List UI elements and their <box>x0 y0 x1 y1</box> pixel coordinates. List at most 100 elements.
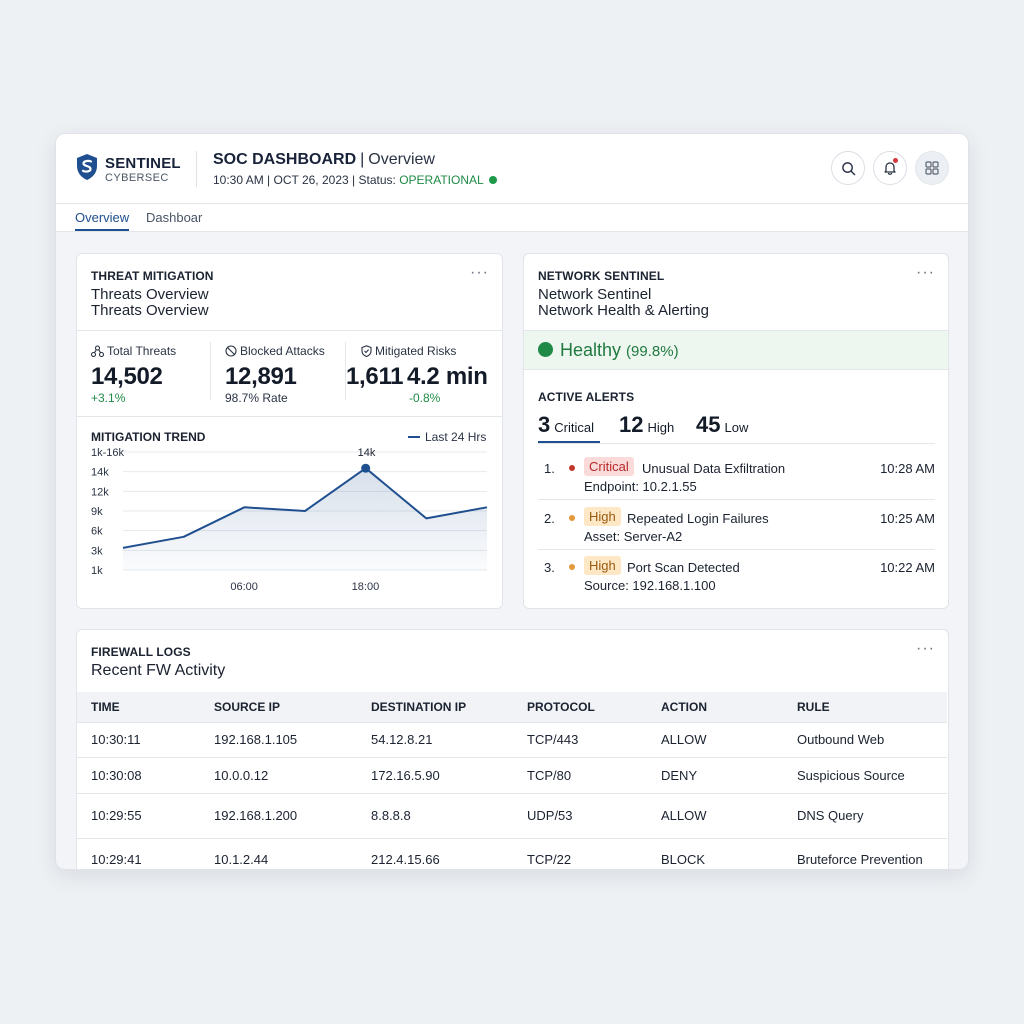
alert-title: Repeated Login Failures <box>627 511 769 526</box>
brand-name: SENTINEL <box>105 155 181 172</box>
alert-detail: Asset: Server-A2 <box>584 529 683 544</box>
cell-action: ALLOW <box>661 722 797 758</box>
severity-badge: Critical <box>584 457 634 476</box>
network-subtitle: Network Health & Alerting <box>538 302 709 319</box>
threats-more-button[interactable]: ··· <box>470 264 489 281</box>
threats-card: THREAT MITIGATION Threats Overview Threa… <box>76 253 503 609</box>
stat-divider <box>210 342 211 400</box>
column-header[interactable]: SOURCE IP <box>214 692 371 723</box>
cell-source-ip: 10.0.0.12 <box>214 757 371 794</box>
search-icon <box>841 161 855 175</box>
tab-overview[interactable]: Overview <box>75 210 130 225</box>
shield-logo-icon <box>77 154 97 180</box>
table-row[interactable]: 10:30:11 192.168.1.105 54.12.8.21 TCP/44… <box>77 722 947 758</box>
stat-blocked-attacks-rate: 98.7% Rate <box>225 391 288 405</box>
network-kicker: NETWORK SENTINEL <box>538 269 665 283</box>
trend-title: MITIGATION TREND <box>91 430 206 444</box>
alert-title: Unusual Data Exfiltration <box>642 461 786 476</box>
health-label: Healthy <box>560 340 622 360</box>
firewall-title: Recent FW Activity <box>91 662 226 679</box>
legend-label: Last 24 Hrs <box>425 430 487 444</box>
stat-mitigated-risks-value: 1,611 <box>346 363 404 390</box>
cell-destination-ip: 172.16.5.90 <box>371 757 527 794</box>
meta-separator: | <box>267 173 271 187</box>
peak-label: 14k <box>358 447 376 459</box>
cell-destination-ip: 212.4.15.66 <box>371 838 527 869</box>
y-tick-label: 1k-16k <box>91 447 125 459</box>
y-tick-label: 14k <box>91 467 109 479</box>
alert-number: 1. <box>544 461 555 476</box>
stat-total-threats-value: 14,502 <box>91 363 163 390</box>
cell-rule: Bruteforce Prevention <box>797 838 947 869</box>
severity-badge: High <box>584 556 621 575</box>
active-alerts-title: ACTIVE ALERTS <box>538 390 635 404</box>
alert-detail: Endpoint: 10.2.1.55 <box>584 479 697 494</box>
alert-time: 10:28 AM <box>880 461 935 476</box>
current-date: OCT 26, 2023 <box>273 173 349 187</box>
cell-action: BLOCK <box>661 838 797 869</box>
alert-time: 10:25 AM <box>880 511 935 526</box>
count-value: 45 <box>696 412 721 437</box>
column-header[interactable]: TIME <box>77 692 214 723</box>
meta-separator: | <box>352 173 356 187</box>
blocked-icon <box>225 345 237 357</box>
count-value: 3 <box>538 412 551 437</box>
alert-item[interactable]: 2. High Repeated Login Failures Asset: S… <box>538 505 935 553</box>
alert-detail: Source: 192.168.1.100 <box>584 578 716 593</box>
alert-item[interactable]: 3. High Port Scan Detected Source: 192.1… <box>538 554 935 602</box>
health-indicator-dot <box>538 342 553 357</box>
header-divider <box>196 151 197 187</box>
status-dot <box>488 176 497 184</box>
header-meta: 10:30 AM | OCT 26, 2023 | Status: OPERAT… <box>213 173 497 187</box>
threats-subtitle: Threats Overview <box>91 302 209 319</box>
cell-action: DENY <box>661 757 797 794</box>
stat-total-threats-change: +3.1% <box>91 391 126 405</box>
stat-mitigated-risks-label: Mitigated Risks <box>361 344 456 358</box>
shield-check-icon <box>361 345 372 358</box>
column-header[interactable]: PROTOCOL <box>527 692 661 723</box>
alert-title: Port Scan Detected <box>627 560 740 575</box>
cell-source-ip: 192.168.1.105 <box>214 722 371 758</box>
table-header-row: TIME SOURCE IP DESTINATION IP PROTOCOL A… <box>77 692 947 723</box>
severity-badge: High <box>584 507 621 526</box>
alert-item[interactable]: 1. Critical Unusual Data Exfiltration En… <box>538 455 935 503</box>
trend-area <box>123 468 487 570</box>
search-button[interactable] <box>831 151 865 185</box>
column-header[interactable]: RULE <box>797 692 947 723</box>
apps-menu-button[interactable] <box>915 151 949 185</box>
cell-protocol: UDP/53 <box>527 793 661 839</box>
table-row[interactable]: 10:29:55 192.168.1.200 8.8.8.8 UDP/53 AL… <box>77 793 947 839</box>
notifications-button[interactable] <box>873 151 907 185</box>
stat-blocked-attacks-value: 12,891 <box>225 363 297 390</box>
cell-protocol: TCP/443 <box>527 722 661 758</box>
column-header[interactable]: ACTION <box>661 692 797 723</box>
tab-dashboard[interactable]: Dashboar <box>146 210 203 225</box>
firewall-more-button[interactable]: ··· <box>916 640 935 657</box>
divider <box>538 549 935 550</box>
cell-source-ip: 10.1.2.44 <box>214 838 371 869</box>
column-header[interactable]: DESTINATION IP <box>371 692 527 723</box>
critical-count[interactable]: 3 Critical <box>538 412 594 438</box>
stat-label-text: Blocked Attacks <box>240 344 325 358</box>
network-title: Network Sentinel <box>538 286 652 303</box>
table-row[interactable]: 10:30:08 10.0.0.12 172.16.5.90 TCP/80 DE… <box>77 757 947 794</box>
y-tick-label: 3k <box>91 545 103 557</box>
divider <box>538 443 935 444</box>
cell-time: 10:29:41 <box>77 838 214 869</box>
grid-icon <box>925 161 939 175</box>
stat-label-text: Mitigated Risks <box>375 344 457 358</box>
divider <box>77 330 502 331</box>
brand-logo[interactable]: SENTINEL CYBERSEC <box>75 152 205 186</box>
table-row[interactable]: 10:29:41 10.1.2.44 212.4.15.66 TCP/22 BL… <box>77 838 947 869</box>
stat-mitigation-time-value: 4.2 min <box>407 363 488 390</box>
divider <box>538 499 935 500</box>
stat-mitigated-risks-change: -0.8% <box>409 391 441 405</box>
low-count[interactable]: 45 Low <box>696 412 748 438</box>
current-time: 10:30 AM <box>213 173 264 187</box>
count-label: Low <box>724 420 749 435</box>
high-count[interactable]: 12 High <box>619 412 674 438</box>
network-more-button[interactable]: ··· <box>916 264 935 281</box>
dashboard-window: SENTINEL CYBERSEC SOC DASHBOARD | Overview… <box>55 133 969 870</box>
trend-line <box>122 467 488 549</box>
threats-title: Threats Overview <box>91 286 209 303</box>
